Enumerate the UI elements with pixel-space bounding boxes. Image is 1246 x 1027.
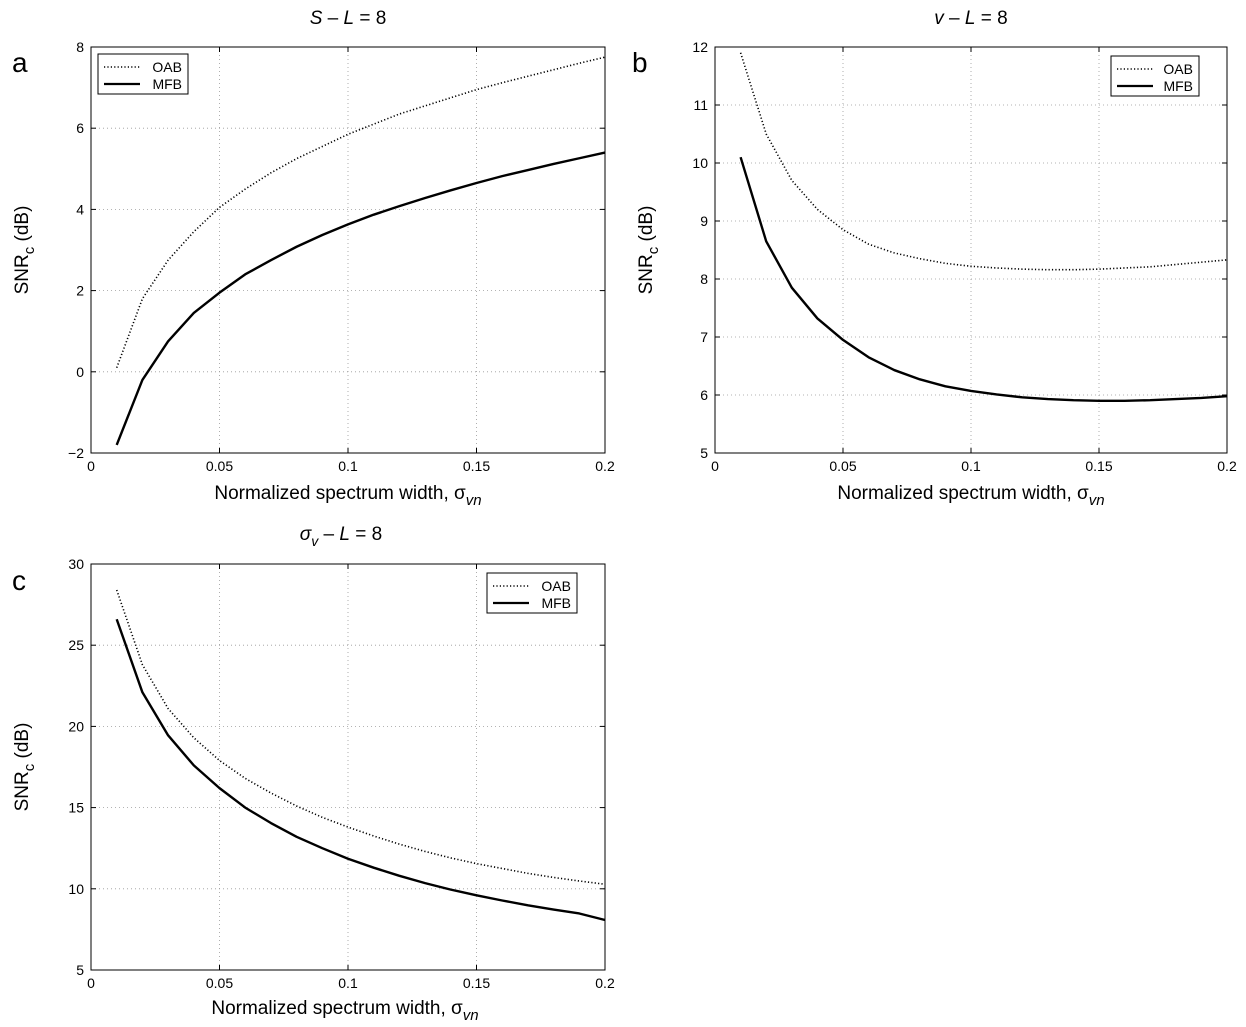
- x-tick-label: 0.05: [206, 975, 233, 991]
- legend-box: [1110, 55, 1200, 97]
- series-line-oab: [115, 589, 606, 886]
- y-tick-label: 25: [68, 637, 84, 653]
- series-line-mfb: [739, 156, 1228, 402]
- y-tick-label: −2: [68, 445, 84, 461]
- y-tick-label: 30: [68, 556, 84, 572]
- series-line-mfb: [115, 618, 606, 922]
- legend-label-mfb: MFB: [152, 76, 182, 92]
- legend-label-oab: OAB: [541, 578, 571, 594]
- y-tick-label: 8: [700, 271, 708, 287]
- panel-label: a: [12, 47, 28, 78]
- chart-title: σv – L = 8: [300, 524, 382, 549]
- series-line-oab: [115, 56, 606, 369]
- x-tick-label: 0.05: [829, 458, 856, 474]
- panel-label: c: [12, 565, 26, 596]
- legend-box: [97, 53, 189, 95]
- legend-box: [486, 572, 578, 614]
- y-tick-label: 20: [68, 718, 84, 734]
- y-tick-label: 2: [76, 283, 84, 299]
- series-line-mfb: [115, 151, 606, 446]
- y-tick-label: 10: [68, 881, 84, 897]
- x-axis-label: Normalized spectrum width, σvn: [214, 483, 481, 509]
- x-tick-label: 0.2: [595, 458, 615, 474]
- y-axis-label: SNRc (dB): [12, 206, 38, 295]
- chart-title: S – L = 8: [310, 8, 387, 29]
- x-tick-label: 0.1: [338, 458, 358, 474]
- plot-area: [91, 564, 605, 970]
- x-tick-label: 0.05: [206, 458, 233, 474]
- x-tick-label: 0.15: [463, 458, 490, 474]
- y-axis-label: SNRc (dB): [12, 723, 38, 812]
- x-tick-label: 0: [711, 458, 719, 474]
- legend-label-oab: OAB: [152, 59, 182, 75]
- plot-area: [715, 47, 1227, 453]
- x-tick-label: 0: [87, 975, 95, 991]
- panel-b: 0 0.05 0.1 0.15 0.2 5 6 7 8 9 10 11 12 v – L = 8 b Norm…: [632, 8, 1237, 509]
- x-axis-label: Normalized spectrum width, σvn: [837, 483, 1104, 509]
- y-tick-label: 10: [692, 155, 708, 171]
- y-tick-label: 8: [76, 39, 84, 55]
- panel-c: 0 0.05 0.1 0.15 0.2 5 10 15 20 25 30 σv – L = 8 c Nor…: [12, 524, 615, 1024]
- y-tick-label: 6: [700, 387, 708, 403]
- x-tick-label: 0.2: [1217, 458, 1237, 474]
- y-tick-label: 7: [700, 329, 708, 345]
- y-tick-label: 6: [76, 120, 84, 136]
- x-tick-label: 0.15: [463, 975, 490, 991]
- legend-label-oab: OAB: [1163, 61, 1193, 77]
- y-tick-label: 12: [692, 39, 708, 55]
- y-tick-label: 5: [76, 962, 84, 978]
- y-axis-label: SNRc (dB): [636, 206, 662, 295]
- y-tick-label: 5: [700, 445, 708, 461]
- x-axis-label: Normalized spectrum width, σvn: [211, 998, 478, 1024]
- y-tick-label: 15: [68, 800, 84, 816]
- y-tick-label: 4: [76, 201, 84, 217]
- x-tick-label: 0.1: [338, 975, 358, 991]
- legend-label-mfb: MFB: [541, 595, 571, 611]
- x-tick-label: 0.15: [1085, 458, 1112, 474]
- chart-title: v – L = 8: [934, 8, 1007, 29]
- y-tick-label: 11: [693, 97, 708, 113]
- x-tick-label: 0: [87, 458, 95, 474]
- legend-label-mfb: MFB: [1163, 78, 1193, 94]
- panel-label: b: [632, 47, 648, 78]
- y-tick-label: 9: [700, 213, 708, 229]
- x-tick-label: 0.1: [961, 458, 981, 474]
- y-tick-label: 0: [76, 364, 84, 380]
- x-tick-label: 0.2: [595, 975, 615, 991]
